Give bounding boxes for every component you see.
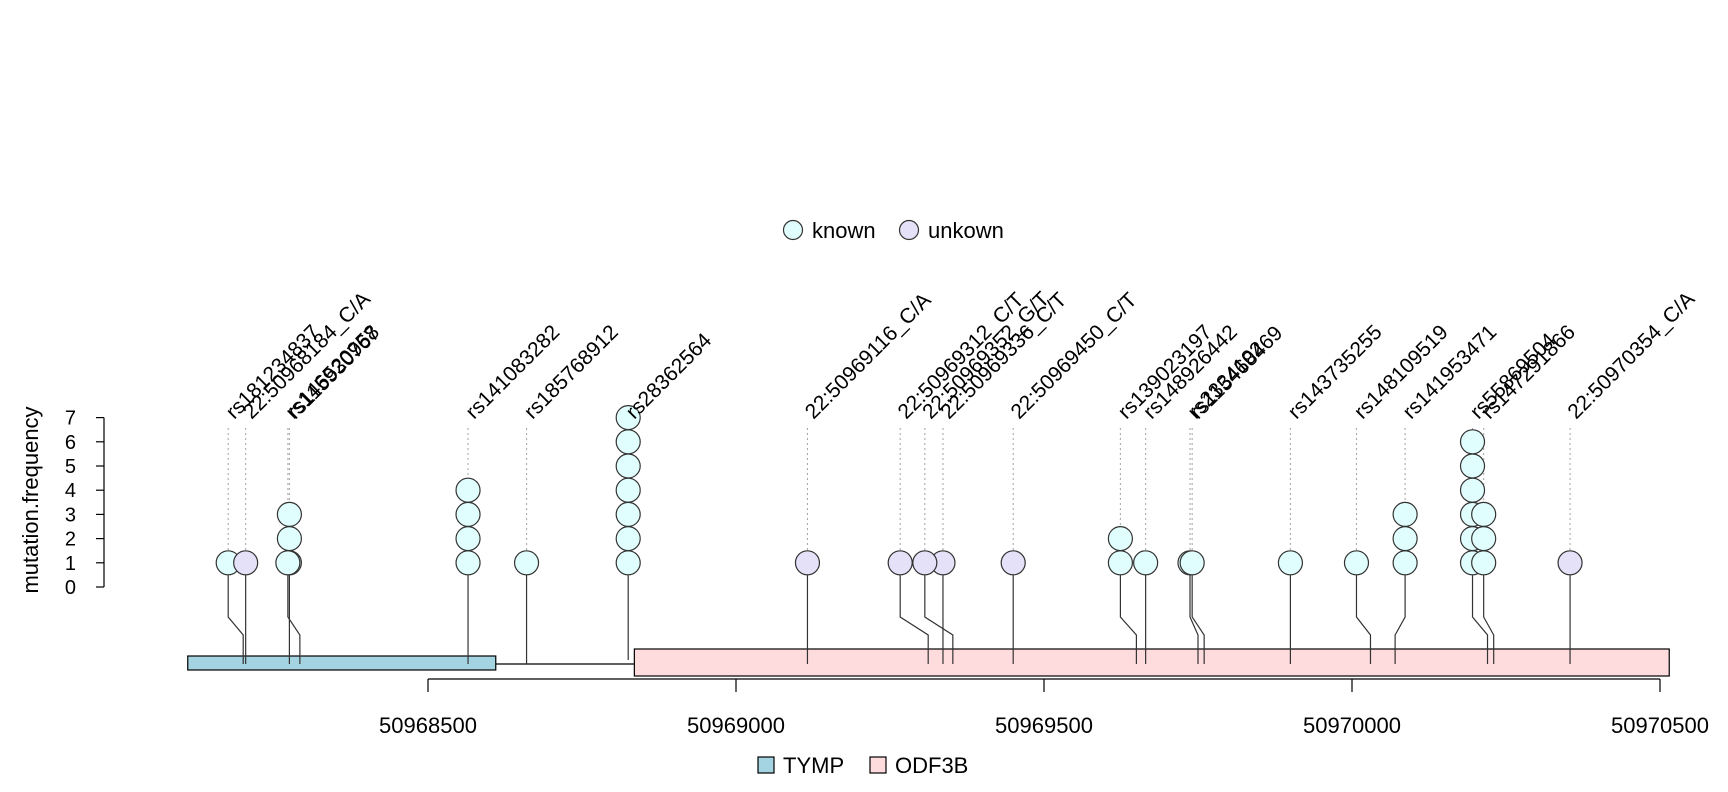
mutation-dot <box>794 550 821 576</box>
mutation-dot <box>275 550 301 576</box>
legend-swatch-undefined <box>757 756 775 774</box>
mutation-dot <box>455 525 481 552</box>
stem <box>1483 574 1495 664</box>
legend-label-ODF3B: ODF3B <box>895 753 968 778</box>
mutation-label: 22:50970354_C/A <box>1563 288 1699 424</box>
mutation-dot <box>1471 550 1497 576</box>
mutation-dot <box>1459 429 1486 455</box>
stem <box>1191 574 1205 664</box>
stem <box>287 574 301 664</box>
mutation-label: rs28362564 <box>621 329 716 424</box>
mutation-dot <box>1392 501 1418 528</box>
mutation-dot <box>887 550 913 576</box>
y-tick-label: 2 <box>65 529 76 551</box>
y-tick-label: 0 <box>65 577 76 599</box>
mutation-dot <box>455 501 481 528</box>
mutation-dot <box>1459 477 1486 503</box>
mutation-dot <box>1133 550 1159 576</box>
x-tick-label: 50969000 <box>687 713 785 738</box>
mutation-dot <box>1392 525 1418 552</box>
y-tick-label: 7 <box>65 408 76 430</box>
mutation-dot <box>1471 501 1497 528</box>
mutation-dot <box>615 550 641 576</box>
mutation-dot <box>615 405 641 431</box>
mutation-dot <box>1107 525 1134 552</box>
mutation-dot <box>615 501 641 528</box>
mutation-dot <box>455 477 481 503</box>
legend-label-TYMP: TYMP <box>783 753 844 778</box>
mutation-dot <box>615 525 641 552</box>
mutation-dot <box>1343 550 1370 576</box>
mutation-dot <box>455 550 481 576</box>
y-tick-label: 5 <box>65 456 76 478</box>
mutation-dot <box>276 501 302 528</box>
mutation-dot <box>615 477 641 503</box>
legend-dot-known <box>782 219 804 241</box>
stem <box>899 574 929 664</box>
stem <box>924 574 954 664</box>
stem <box>227 574 244 664</box>
mutation-dot <box>615 453 641 479</box>
y-tick-label: 4 <box>65 480 76 502</box>
mutation-dot <box>1392 550 1418 576</box>
mutation-dot <box>233 550 259 576</box>
legend-top: known unkown <box>782 218 1004 243</box>
y-tick-label: 3 <box>65 504 76 526</box>
stem <box>1471 574 1489 664</box>
x-tick-label: 50970500 <box>1611 713 1709 738</box>
stem <box>1189 574 1199 664</box>
gene-box-TYMP <box>187 655 497 671</box>
x-tick-label: 50968500 <box>379 713 477 738</box>
mutation-dot <box>1000 550 1026 576</box>
legend-label-unkown: unkown <box>928 218 1004 243</box>
gene-features <box>187 648 1670 677</box>
x-tick-label: 50970000 <box>1303 713 1401 738</box>
mutation-dot <box>1557 550 1583 576</box>
y-axis-title: mutation.frequency <box>18 406 43 593</box>
mutation-dot <box>1107 550 1134 576</box>
mutation-dot <box>1471 525 1497 552</box>
legend-bottom: TYMP ODF3B <box>757 753 968 778</box>
stems <box>227 405 1571 664</box>
stem <box>1394 574 1406 664</box>
legend-label-known: known <box>812 218 876 243</box>
mutation-dot <box>912 550 938 576</box>
mutation-dot <box>615 429 641 455</box>
mutation-dot <box>1459 453 1486 479</box>
mutation-dot <box>1277 550 1304 576</box>
mutation-dot <box>1179 550 1205 576</box>
x-axis: 50968500 50969000 50969500 50970000 50970500 <box>379 678 1709 738</box>
y-tick-label: 1 <box>65 553 76 575</box>
gene-box-ODF3B <box>633 648 1670 677</box>
mutation-dot <box>276 525 302 552</box>
stem <box>1355 574 1372 664</box>
legend-swatch-undefined <box>869 756 887 774</box>
x-tick-label: 50969500 <box>995 713 1093 738</box>
mutation-dot <box>513 550 540 576</box>
y-tick-label: 6 <box>65 432 76 454</box>
stem <box>1119 574 1137 664</box>
legend-dot-unkown <box>898 219 920 241</box>
y-axis-title: mutation.frequency <box>18 406 43 593</box>
mutations: rs18123483722:50968184_C/Ars115930767rs1… <box>215 287 1699 576</box>
